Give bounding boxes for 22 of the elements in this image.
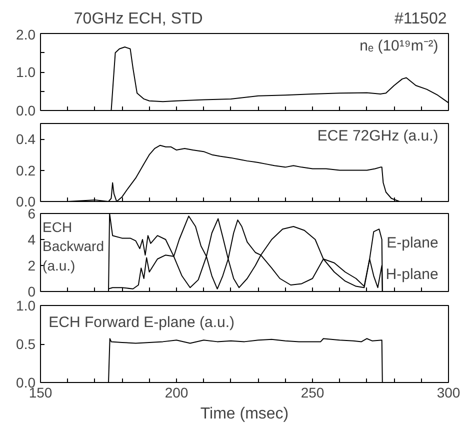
y-tick-label: 0.0 [16, 102, 36, 118]
x-axis-title: Time (msec) [200, 406, 289, 422]
series-label: H-plane [386, 266, 438, 283]
series-label: E-plane [386, 234, 438, 252]
chart-title: 70GHz ECH, STD [74, 10, 203, 28]
y-tick-label: 1.0 [16, 64, 36, 80]
text: #11502 [394, 10, 447, 28]
y-tick-label: 1.0 [16, 298, 36, 314]
text: nₑ (10¹⁹m⁻²) [360, 37, 438, 54]
legend-label: ECE 72GHz (a.u.) [317, 127, 438, 144]
y-tick-label: 0.2 [16, 162, 36, 178]
y-tick-label: 0 [28, 284, 36, 300]
x-tick-label: 250 [300, 384, 324, 400]
y-tick-label: 4 [28, 232, 36, 248]
legend-label: ECH Forward E-plane (a.u.) [48, 314, 235, 331]
x-tick-label: 300 [436, 384, 460, 400]
x-tick-label: 200 [164, 384, 188, 400]
y-axis-title: ECH Backward (a.u.) [42, 218, 104, 274]
y-tick-label: 2.0 [16, 26, 36, 42]
y-tick-label: 0.4 [16, 131, 36, 148]
y-tick-label: 0.5 [16, 336, 36, 352]
y-tick-label: 2 [28, 258, 36, 274]
